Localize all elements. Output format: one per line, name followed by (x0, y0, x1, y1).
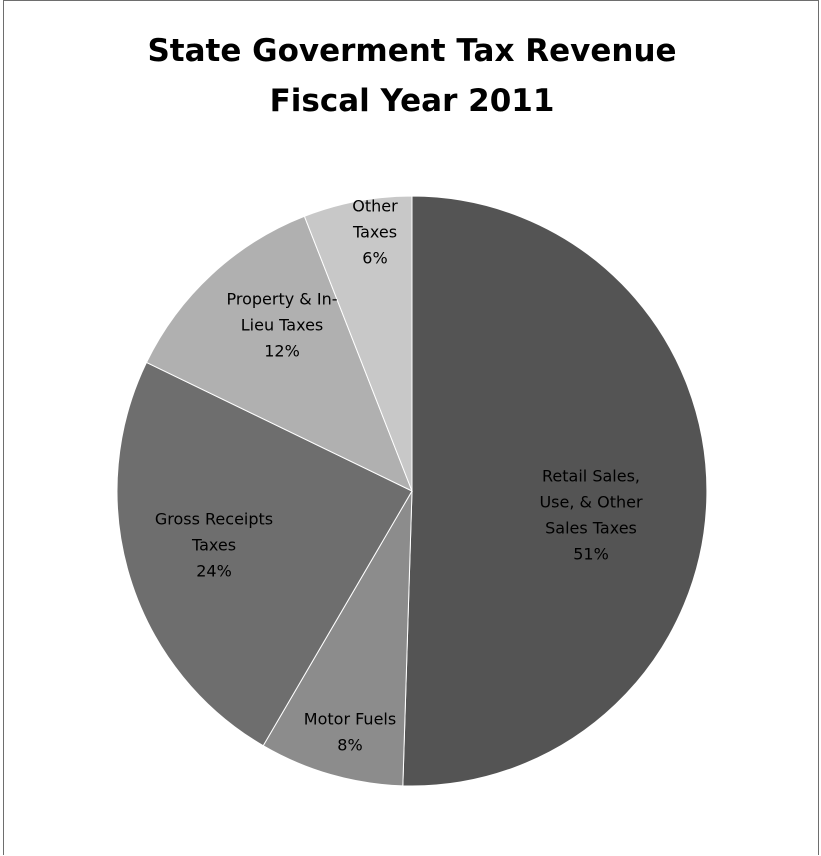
chart-frame: State Goverment Tax Revenue Fiscal Year … (3, 0, 819, 855)
pie-slice (303, 195, 413, 492)
pie-slices (116, 195, 708, 787)
pie-chart: State Goverment Tax Revenue Fiscal Year … (116, 33, 708, 787)
slice-percent-label: 24% (196, 562, 232, 581)
slice-percent-label: 12% (264, 342, 300, 361)
pie-slice (145, 215, 413, 493)
slice-category-label: Gross Receipts (155, 510, 273, 529)
slice-percent-label: 51% (573, 545, 609, 564)
pie-slice (116, 361, 413, 747)
pie-labels: Retail Sales, Use, & Other Sales Taxes 51% M… (155, 197, 643, 755)
slice-category-label: Taxes (352, 223, 397, 242)
pie-slice (262, 490, 413, 787)
slice-category-label: Retail Sales, (542, 467, 640, 486)
slice-category-label: Use, & Other (539, 493, 642, 512)
slice-category-label: Property & In- (227, 290, 338, 309)
chart-subtitle: Fiscal Year 2011 (270, 83, 555, 119)
slice-percent-label: 6% (362, 249, 387, 268)
slice-category-label: Lieu Taxes (241, 316, 324, 335)
chart-title: State Goverment Tax Revenue (147, 33, 676, 69)
slice-category-label: Sales Taxes (545, 519, 637, 538)
slice-percent-label: 8% (337, 736, 362, 755)
slice-category-label: Taxes (191, 536, 236, 555)
slice-category-label: Other (352, 197, 398, 216)
pie-slice (402, 195, 708, 787)
slice-category-label: Motor Fuels (304, 710, 396, 729)
